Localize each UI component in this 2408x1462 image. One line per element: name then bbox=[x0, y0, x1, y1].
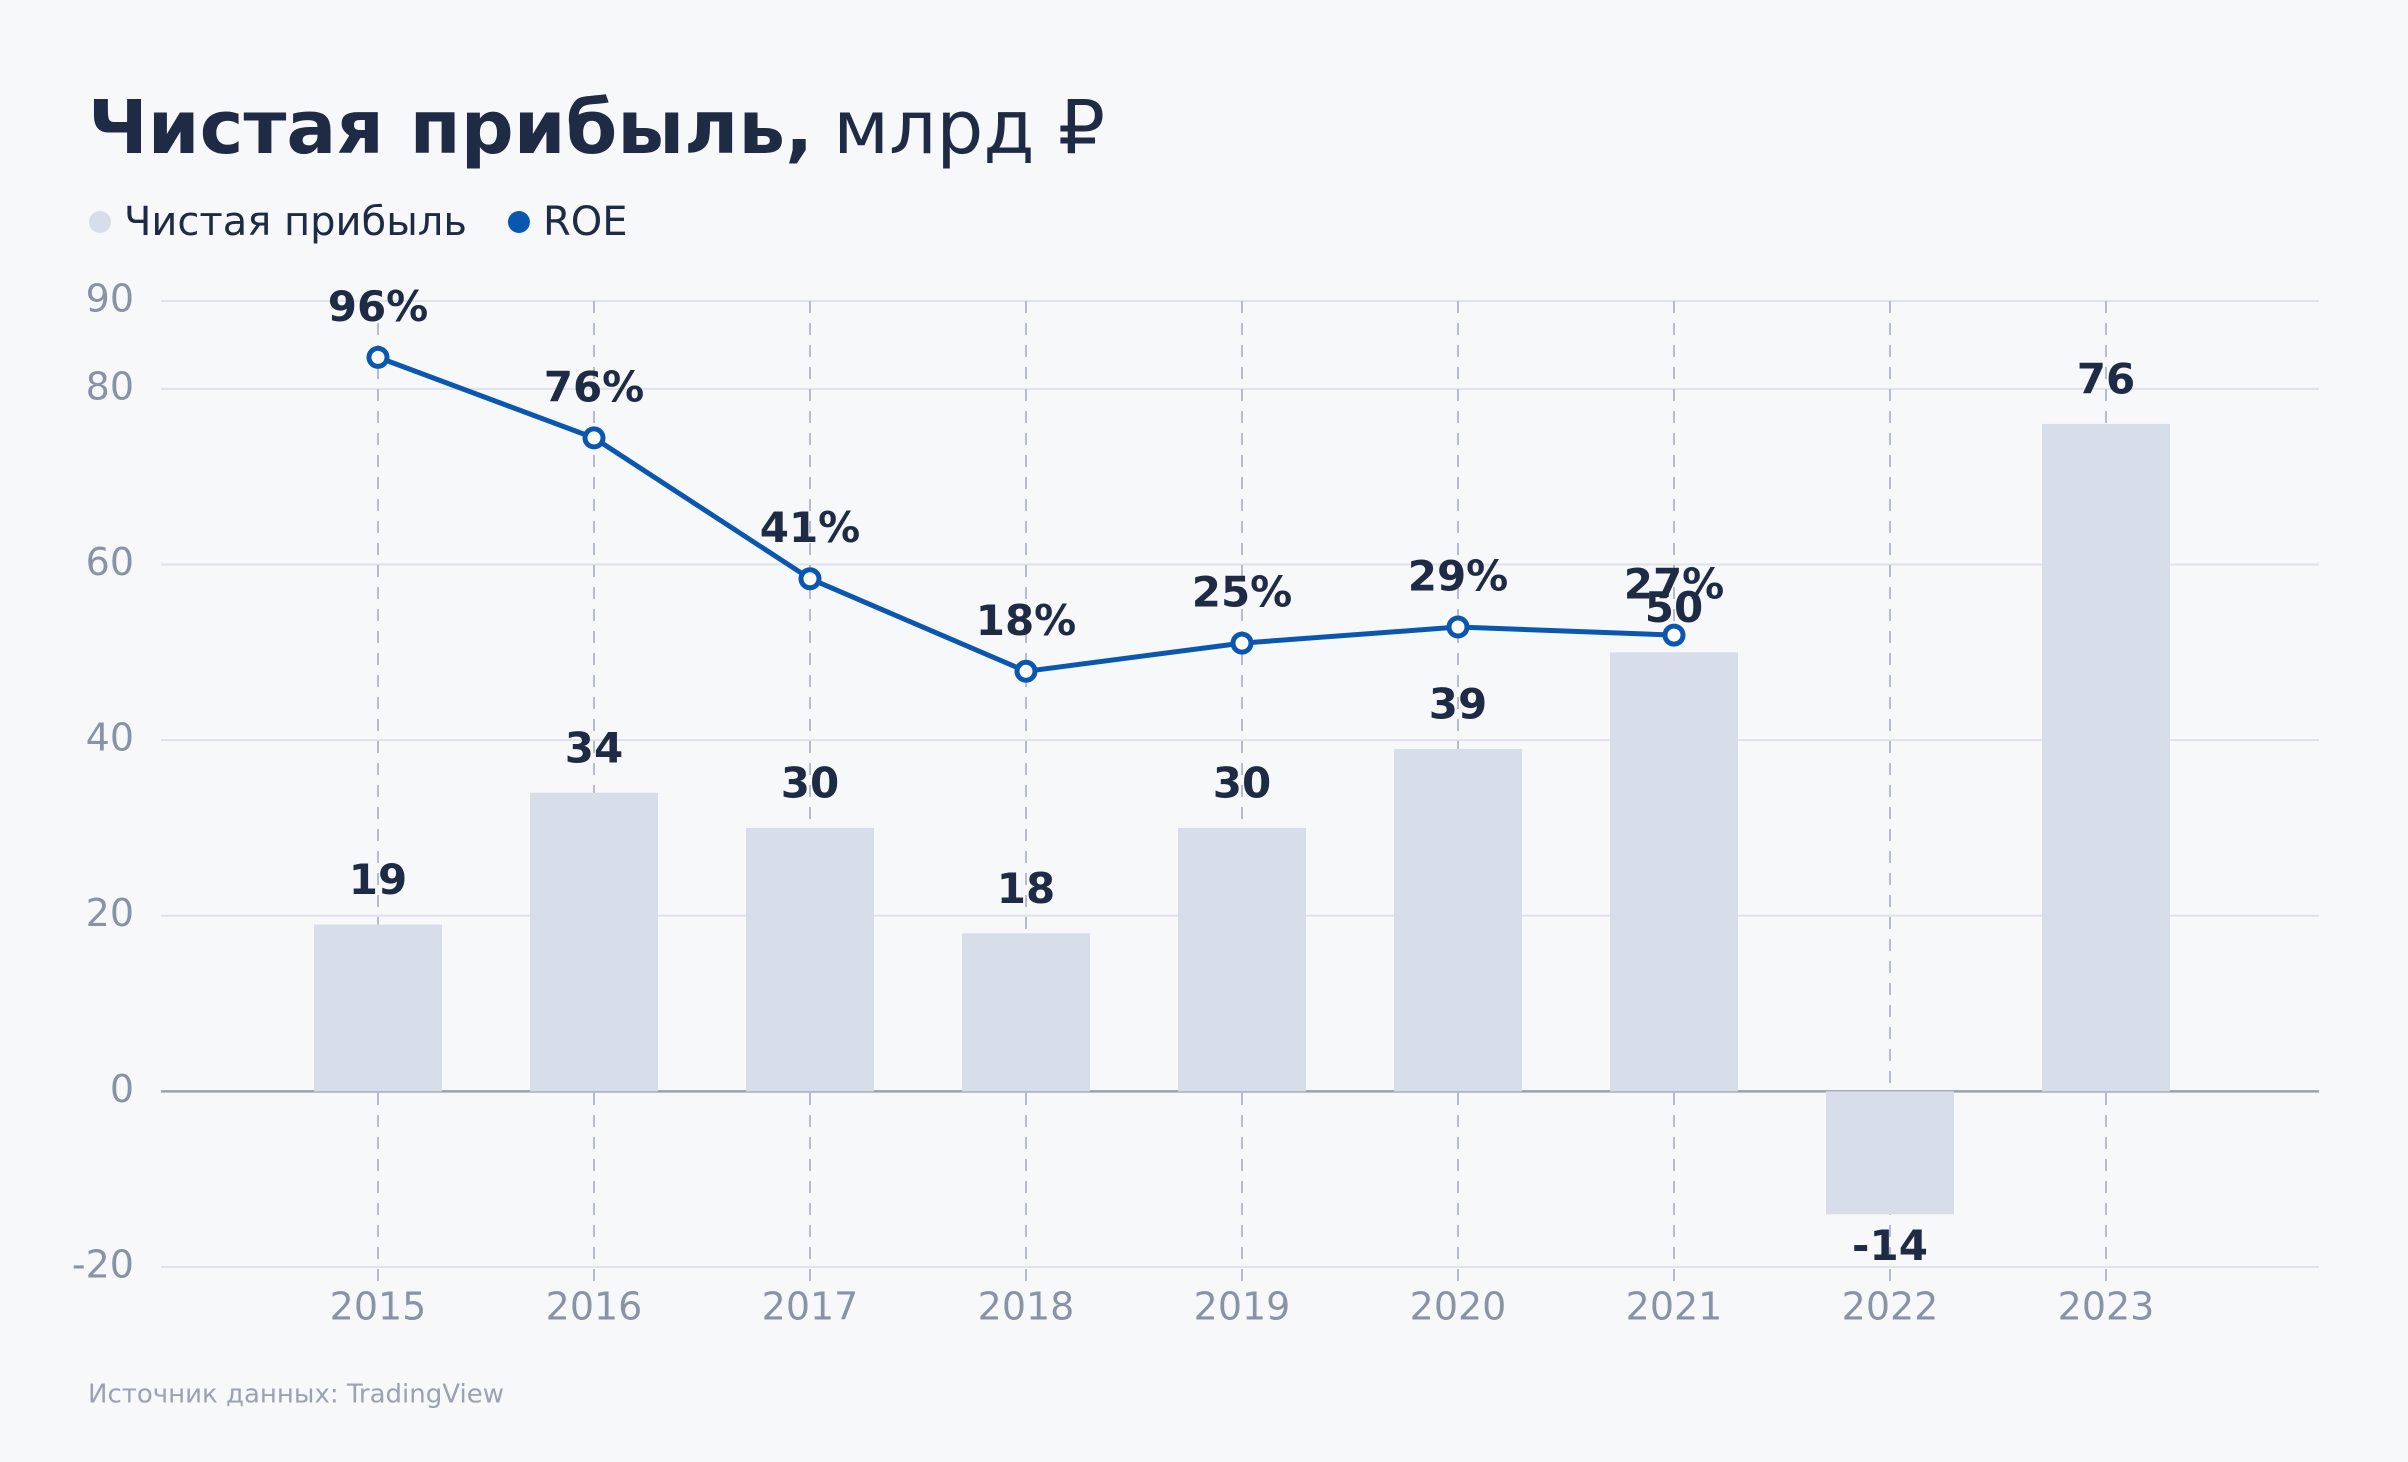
roe-point bbox=[1014, 659, 1038, 683]
bar bbox=[746, 827, 874, 1092]
roe-point bbox=[1230, 631, 1254, 655]
roe-point bbox=[1446, 615, 1470, 639]
bar bbox=[1394, 748, 1522, 1092]
x-tick-label: 2015 bbox=[330, 1285, 427, 1329]
legend-marker bbox=[89, 211, 111, 233]
roe-value-label: 18% bbox=[976, 596, 1077, 645]
bar-value-label: 34 bbox=[565, 723, 623, 772]
roe-value-label: 41% bbox=[760, 503, 861, 552]
bar-value-label: 19 bbox=[349, 855, 407, 904]
x-tick-label: 2023 bbox=[2058, 1285, 2155, 1329]
roe-point bbox=[582, 426, 606, 450]
roe-value-label: 96% bbox=[328, 282, 429, 331]
legend-label: ROE bbox=[543, 199, 628, 245]
roe-value-label: 76% bbox=[544, 362, 645, 411]
x-tick-label: 2021 bbox=[1626, 1285, 1723, 1329]
x-tick-label: 2020 bbox=[1410, 1285, 1507, 1329]
bar-value-label: 18 bbox=[997, 864, 1055, 913]
y-tick-label: 20 bbox=[86, 891, 134, 935]
roe-point bbox=[1662, 623, 1686, 647]
x-tick-label: 2017 bbox=[762, 1285, 859, 1329]
bar bbox=[962, 933, 1090, 1092]
title-unit: млрд ₽ bbox=[833, 85, 1105, 171]
y-tick-label: 90 bbox=[86, 277, 134, 321]
bar-value-label: -14 bbox=[1852, 1221, 1928, 1270]
y-tick-label: 0 bbox=[110, 1067, 134, 1111]
x-tick-label: 2019 bbox=[1194, 1285, 1291, 1329]
y-tick-label: -20 bbox=[72, 1243, 134, 1287]
chart-title: Чистая прибыль, млрд ₽ bbox=[88, 85, 1105, 171]
x-tick-label: 2016 bbox=[546, 1285, 643, 1329]
bar bbox=[530, 792, 658, 1092]
bar-value-label: 39 bbox=[1429, 679, 1487, 728]
roe-point bbox=[798, 567, 822, 591]
x-tick-label: 2022 bbox=[1842, 1285, 1939, 1329]
bar-value-label: 76 bbox=[2077, 354, 2135, 403]
roe-value-label: 27% bbox=[1624, 560, 1725, 609]
bar bbox=[314, 924, 442, 1092]
bar bbox=[1826, 1091, 1954, 1215]
roe-value-label: 25% bbox=[1192, 568, 1293, 617]
x-tick-label: 2018 bbox=[978, 1285, 1075, 1329]
legend-marker bbox=[507, 211, 530, 233]
bar bbox=[1178, 827, 1306, 1092]
bar bbox=[2042, 423, 2170, 1092]
legend-label: Чистая прибыль bbox=[124, 199, 467, 245]
roe-point bbox=[366, 345, 390, 369]
bar-value-label: 30 bbox=[781, 758, 839, 807]
y-tick-label: 80 bbox=[86, 364, 134, 408]
roe-value-label: 29% bbox=[1408, 552, 1509, 601]
y-tick-label: 60 bbox=[86, 540, 134, 584]
bar bbox=[1610, 652, 1738, 1092]
source: Источник данных: TradingView bbox=[88, 1380, 504, 1410]
bar-value-label: 30 bbox=[1213, 758, 1271, 807]
title-main: Чистая прибыль, bbox=[88, 85, 813, 171]
y-tick-label: 40 bbox=[86, 716, 134, 760]
